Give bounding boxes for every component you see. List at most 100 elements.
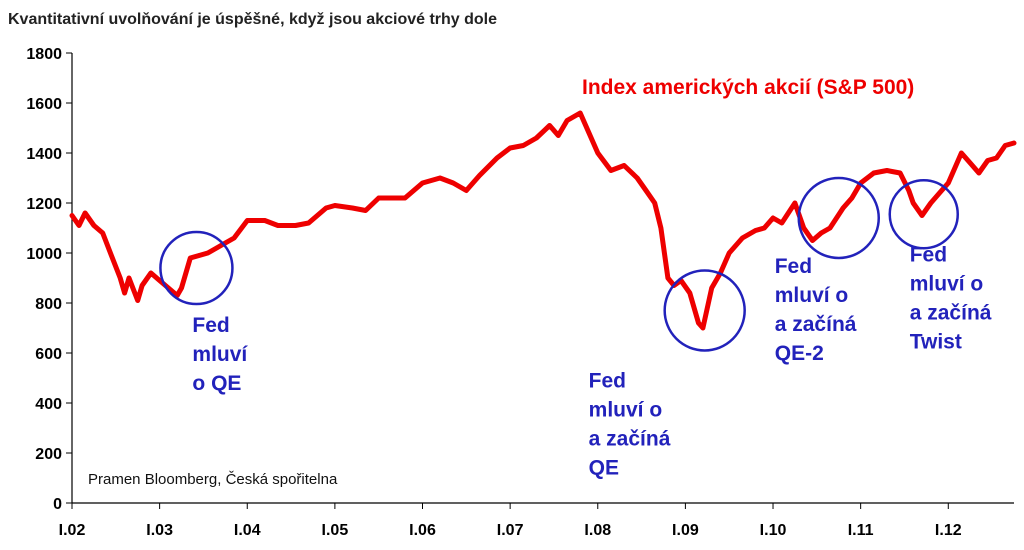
series-point — [658, 225, 664, 231]
series-point — [792, 200, 798, 206]
series-point — [332, 203, 338, 208]
series-point — [727, 250, 732, 256]
series-point — [937, 190, 942, 196]
series-point — [293, 223, 298, 228]
series-point — [608, 168, 614, 173]
y-tick-label: 1800 — [26, 46, 62, 63]
series-label: Index amerických akcií (S&P 500) — [582, 76, 914, 99]
annotation-text-line: a začíná — [910, 301, 992, 324]
x-tick-label: I.02 — [59, 522, 86, 539]
y-tick-label: 1600 — [26, 96, 62, 113]
series-point — [753, 228, 758, 233]
annotation-text-line: QE-2 — [775, 342, 824, 365]
series-point — [709, 285, 714, 291]
x-tick-label: I.09 — [672, 522, 699, 539]
x-tick-label: I.06 — [409, 522, 436, 539]
annotation-text-line: mluví o — [910, 272, 984, 295]
series-point — [919, 213, 925, 218]
series-point — [994, 155, 999, 161]
x-tick-label: I.04 — [234, 522, 261, 539]
series-point — [1011, 140, 1017, 146]
series-point — [262, 218, 267, 223]
series-point — [762, 225, 767, 231]
series-point — [91, 223, 97, 228]
series-point — [69, 213, 75, 218]
series-point — [696, 320, 701, 326]
series-point — [906, 188, 912, 193]
series-point — [897, 170, 903, 176]
series-point — [595, 150, 600, 156]
series-point — [122, 290, 127, 296]
series-point — [109, 253, 114, 258]
series-point — [967, 160, 973, 166]
qe-annotation-circle — [663, 269, 746, 352]
annotations-layer: Fed mluví o QE Fed mluví o a začíná QE Fed mluví… — [159, 176, 992, 480]
series-point — [350, 205, 355, 211]
x-tick-label: I.03 — [146, 522, 173, 539]
series-point — [740, 235, 745, 241]
series-point — [871, 170, 876, 176]
series-point — [652, 200, 657, 206]
series-point — [849, 195, 855, 201]
x-tick-label: I.08 — [584, 522, 611, 539]
chart-title: Kvantitativní uvolňování je úspěšné, kdy… — [8, 11, 497, 28]
y-axis-ticks: 0 200 400 600 800 1000 1200 1400 1600 1800 — [26, 46, 72, 513]
series-layer — [69, 110, 1017, 331]
series-point — [214, 245, 219, 251]
series-point — [477, 173, 482, 178]
series-point — [521, 143, 526, 148]
series-point — [976, 170, 982, 176]
series-point — [884, 168, 890, 173]
series-point — [420, 180, 425, 186]
y-tick-label: 1400 — [26, 146, 62, 163]
series-point — [450, 180, 456, 186]
qe-annotation-circle — [159, 230, 234, 306]
series-point — [770, 215, 776, 221]
series-point — [801, 225, 806, 231]
annotation-text-line: QE — [589, 457, 619, 480]
x-tick-label: I.10 — [760, 522, 787, 539]
annotation-text-line: a začíná — [775, 313, 857, 336]
series-point — [494, 155, 500, 161]
series-point — [700, 325, 706, 331]
series-point — [665, 275, 671, 281]
series-point — [188, 255, 193, 261]
series-point — [82, 210, 88, 216]
series-point — [779, 220, 784, 226]
y-tick-label: 600 — [35, 346, 62, 363]
y-tick-label: 800 — [35, 296, 62, 313]
axes — [71, 53, 1014, 504]
series-point — [985, 158, 990, 163]
y-tick-label: 1200 — [26, 196, 62, 213]
series-point — [376, 195, 381, 201]
source-note: Pramen Bloomberg, Česká spořitelna — [88, 471, 338, 488]
qe-annotation-circle — [797, 176, 880, 260]
series-point — [179, 285, 184, 291]
series-point — [578, 110, 583, 116]
annotation-text-line: Fed — [589, 370, 626, 393]
series-point — [534, 135, 539, 141]
x-tick-label: I.05 — [322, 522, 349, 539]
series-point — [507, 145, 513, 151]
series-point — [819, 230, 824, 236]
series-point — [643, 188, 649, 193]
y-tick-label: 0 — [53, 496, 62, 513]
series-point — [100, 230, 105, 236]
x-tick-label: I.12 — [935, 522, 962, 539]
series-point — [635, 175, 640, 181]
series-point — [928, 200, 933, 206]
series-point — [231, 235, 237, 241]
series-point — [196, 253, 202, 258]
series-point — [946, 180, 951, 186]
series-point — [1003, 143, 1008, 148]
annotation-text-line: o QE — [192, 372, 241, 395]
series-point — [126, 275, 132, 281]
series-line-sp500 — [69, 110, 1017, 331]
series-point — [205, 250, 211, 256]
series-point — [363, 208, 368, 213]
series-point — [564, 118, 570, 123]
series-point — [586, 130, 592, 136]
series-point — [621, 163, 627, 168]
series-point — [135, 298, 140, 303]
